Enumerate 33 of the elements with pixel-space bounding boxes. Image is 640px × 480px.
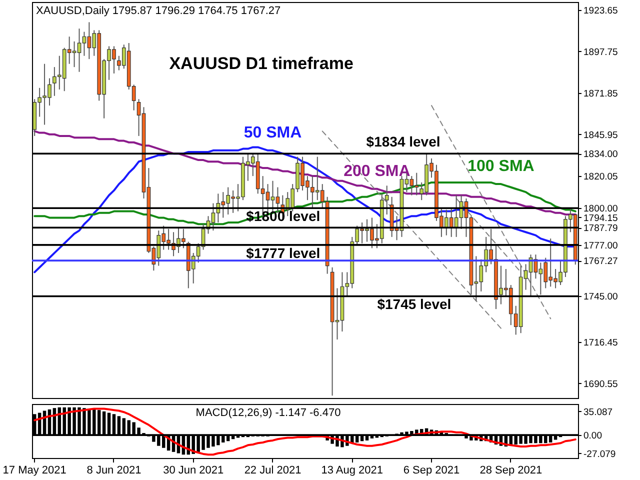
series-label: 50 SMA xyxy=(244,124,302,142)
x-tick-label: 28 Sep 2021 xyxy=(480,464,542,476)
ref-line-label: $1745 level xyxy=(377,296,452,312)
ref-line-label: $1834 level xyxy=(366,134,440,150)
x-tick-label: 17 May 2021 xyxy=(2,464,66,476)
y-tick-label: 1897.75 xyxy=(584,46,618,58)
y-tick-label: 0.00 xyxy=(584,430,602,442)
y-tick-label: 1777.00 xyxy=(584,240,618,252)
x-tick-label: 13 Aug 2021 xyxy=(321,464,384,476)
y-tick-label: 1871.85 xyxy=(584,88,618,100)
y-tick-label: 1787.79 xyxy=(584,223,618,234)
y-tick-label: 1745.00 xyxy=(584,292,618,303)
annotation: MACD(12,26,9) -1.147 -6.470 xyxy=(196,407,341,419)
x-tick-label: 6 Sep 2021 xyxy=(403,464,460,476)
series-label: 100 SMA xyxy=(468,158,535,176)
y-tick-label: 1834.00 xyxy=(584,149,618,160)
y-tick-label: 35.087 xyxy=(584,406,613,418)
y-tick-label: 1716.45 xyxy=(584,337,618,348)
ref-line-label: $1777 level xyxy=(246,244,320,261)
y-tick-label: 1794.15 xyxy=(584,212,618,224)
y-tick-label: 1767.27 xyxy=(584,256,618,268)
y-tick-label: 1690.55 xyxy=(584,378,618,390)
y-tick-label: -27.079 xyxy=(584,448,616,460)
y-tick-label: 1800.00 xyxy=(584,204,618,215)
y-tick-label: 1845.95 xyxy=(584,130,618,141)
text: XAUUSD D1 timeframe xyxy=(169,54,354,73)
x-tick-label: 8 Jun 2021 xyxy=(86,464,142,476)
series-label: 200 SMA xyxy=(344,162,411,180)
annotation: XAUUSD,Daily 1795.87 1796.29 1764.75 1767.27 xyxy=(36,5,281,17)
y-tick-label: 1923.65 xyxy=(584,5,618,16)
x-tick-label: 30 Jun 2021 xyxy=(163,464,224,476)
x-tick-label: 22 Jul 2021 xyxy=(244,464,302,476)
y-tick-label: 1820.05 xyxy=(584,171,618,182)
